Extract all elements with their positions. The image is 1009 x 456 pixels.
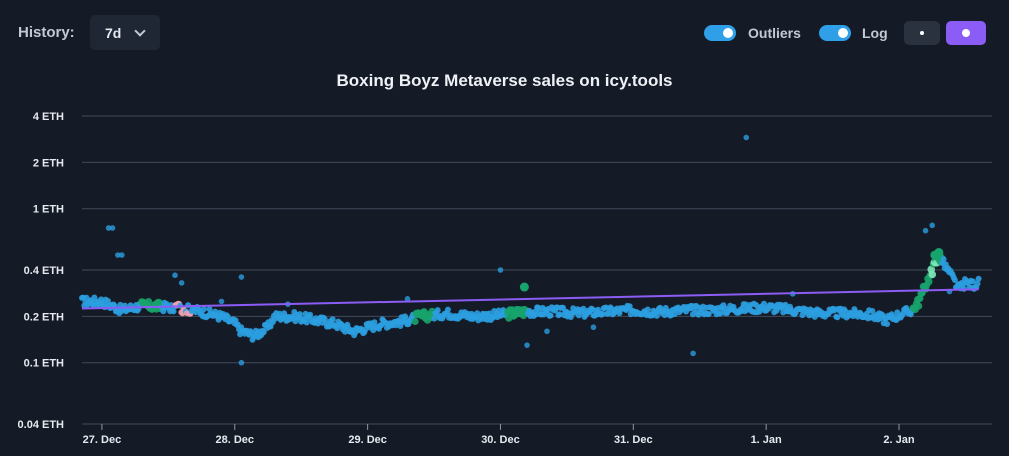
large-dots-button[interactable] [946,21,986,45]
small-dots-button[interactable] [904,21,940,45]
sale-point [260,329,267,336]
y-tick-label: 1 ETH [33,204,64,216]
sale-point-large [519,282,529,292]
sale-point [547,312,554,319]
large-dot-icon [962,29,970,37]
sale-point [915,302,923,310]
outlier-point [497,267,504,273]
sale-point [705,311,712,318]
x-tick-label: 29. Dec [348,434,387,446]
outlier-point [690,350,696,357]
y-tick-label: 0.4 ETH [24,265,64,277]
outlier-point [178,280,185,286]
y-tick-label: 4 ETH [33,111,64,123]
sale-point [599,311,606,317]
outlier-point [115,252,121,258]
outlier-point [404,296,411,302]
sale-point [495,307,502,314]
toolbar: History: 7d Outliers Log [0,0,1009,66]
toggle-knob [838,28,848,38]
sale-point [605,310,612,317]
sale-point [556,311,563,318]
sale-point [884,321,891,327]
sale-point [974,280,981,287]
outlier-point [544,328,550,335]
outlier-point [590,324,597,331]
history-label: History: [18,24,75,41]
sale-point [411,317,419,326]
sale-point [145,298,153,306]
x-tick-label: 27. Dec [83,434,122,446]
sale-point [303,319,310,326]
log-toggle[interactable] [819,25,851,41]
chart-title: Boxing Boyz Metaverse sales on icy.tools [336,71,673,90]
y-tick-label: 0.04 ETH [18,419,65,431]
y-tick-label: 0.2 ETH [24,311,64,323]
x-tick-label: 30. Dec [481,434,520,446]
sale-point [940,256,947,263]
sale-point [371,319,378,326]
x-tick-label: 2. Jan [883,434,914,446]
history-range-select[interactable]: 7d [90,15,160,50]
small-dot-icon [920,31,924,35]
x-tick-label: 1. Jan [751,434,782,446]
x-tick-label: 28. Dec [216,434,255,446]
outlier-point [105,225,112,231]
sale-point [689,311,696,318]
sale-point [969,278,976,285]
sale-point [951,277,958,283]
sale-point [307,311,314,318]
sale-point [580,305,587,312]
sale-point [91,294,98,301]
sale-point [869,308,876,314]
sale-point [717,310,723,317]
outlier-point [524,342,530,348]
toggle-knob [723,28,733,38]
sale-point [444,306,451,313]
outlier-point [238,274,245,280]
y-tick-label: 0.1 ETH [24,358,64,370]
sale-point [170,308,177,315]
outlier-point [119,252,125,258]
history-range-value: 7d [105,24,122,41]
sale-point [201,306,207,313]
sale-point [626,303,633,310]
sale-point [975,275,982,282]
outliers-toggle[interactable] [704,25,736,41]
outlier-point [743,134,750,141]
outlier-point [929,222,936,229]
outlier-point [109,225,116,231]
outlier-point [218,298,225,305]
y-tick-label: 2 ETH [33,157,64,169]
outliers-label: Outliers [748,25,801,41]
sale-point-large [934,247,944,257]
sale-point [644,306,651,313]
sale-point [616,310,623,317]
sale-point [671,311,678,318]
sale-point [925,278,933,286]
sale-point [653,312,660,319]
trend-line [81,288,979,310]
outlier-point [238,359,245,366]
log-label: Log [862,25,888,41]
sale-point [928,270,937,279]
sale-point [296,311,303,318]
sale-point [434,307,441,314]
outlier-point [922,227,929,234]
sale-point [329,316,336,323]
outlier-point [172,272,178,279]
sale-point [834,314,841,321]
x-tick-label: 31. Dec [614,434,653,446]
